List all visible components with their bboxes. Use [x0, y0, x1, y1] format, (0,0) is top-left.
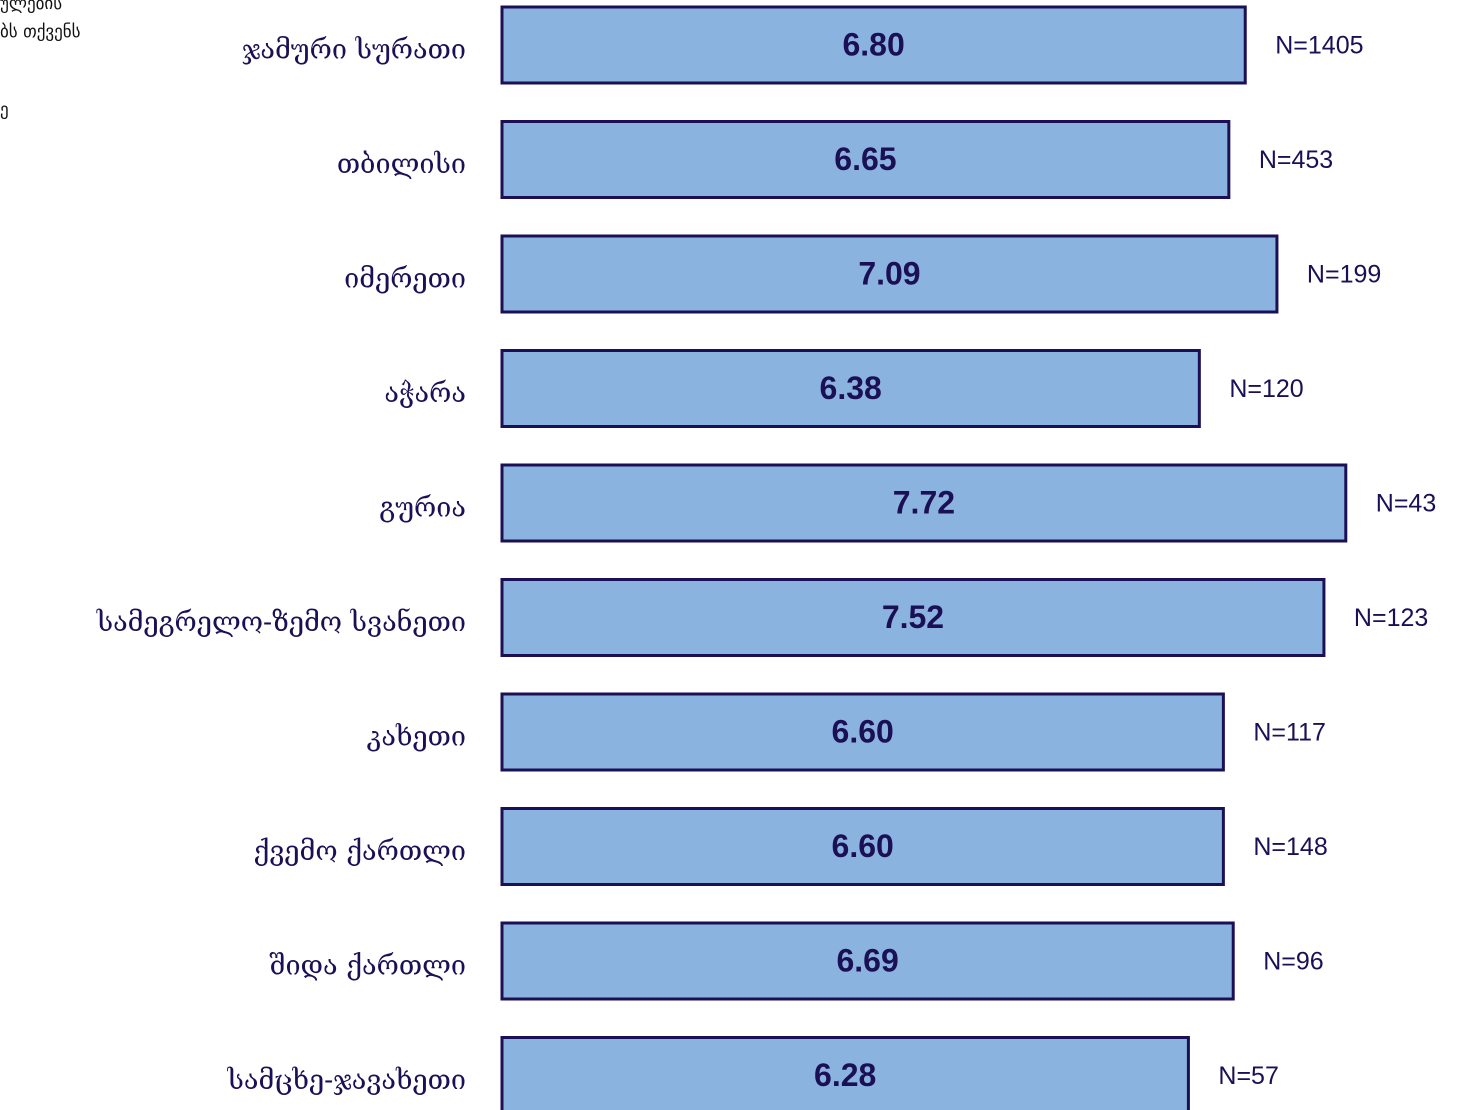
category-label: ქვემო ქართლი — [254, 836, 466, 867]
sample-size-label: N=120 — [1229, 375, 1303, 403]
category-label: გურია — [379, 493, 466, 524]
corner-note-line-2: ბს თქვენს — [0, 22, 81, 42]
sample-size-label: N=43 — [1376, 490, 1436, 518]
bar — [500, 5, 1247, 85]
category-label: აჭარა — [384, 378, 466, 409]
bar-value-label: 6.60 — [832, 828, 894, 864]
category-label: სამეგრელო-ზემო სვანეთი — [96, 607, 466, 638]
bar — [500, 1036, 1190, 1110]
bar — [500, 578, 1326, 657]
bar-value-label: 7.09 — [858, 255, 920, 291]
category-label: შიდა ქართლი — [269, 951, 466, 982]
category-label: ჯამური სურათი — [242, 35, 466, 66]
bar-value-label: 6.38 — [820, 370, 882, 406]
sample-size-label: N=117 — [1253, 719, 1326, 747]
bar — [500, 349, 1201, 428]
bar-value-label: 6.60 — [832, 713, 894, 749]
sample-size-label: N=123 — [1354, 604, 1428, 632]
sample-size-label: N=199 — [1307, 261, 1381, 289]
sample-size-label: N=453 — [1259, 146, 1333, 174]
category-label: კახეთი — [367, 722, 466, 753]
sample-size-label: N=96 — [1263, 948, 1323, 976]
bar-value-label: 6.65 — [834, 141, 896, 177]
bar — [500, 807, 1225, 886]
corner-note-line-1: ულების — [0, 0, 63, 14]
category-label: თბილისი — [337, 149, 466, 180]
bar-value-label: 6.28 — [814, 1057, 876, 1093]
corner-note-line-3: ე — [0, 100, 9, 120]
bar-value-label: 6.80 — [842, 26, 904, 62]
bar-value-label: 6.69 — [836, 942, 898, 978]
category-label: იმერეთი — [344, 264, 466, 295]
sample-size-label: N=57 — [1218, 1062, 1278, 1090]
bar-value-label: 7.72 — [893, 484, 955, 520]
sample-size-label: N=148 — [1253, 833, 1327, 861]
bar — [500, 921, 1235, 1001]
bar — [500, 234, 1279, 314]
bar — [500, 692, 1225, 772]
category-label: სამცხე-ჯავახეთი — [226, 1065, 466, 1096]
bar — [500, 463, 1348, 543]
bar-value-label: 7.52 — [882, 599, 944, 635]
bar — [500, 120, 1231, 199]
sample-size-label: N=1405 — [1275, 32, 1363, 60]
